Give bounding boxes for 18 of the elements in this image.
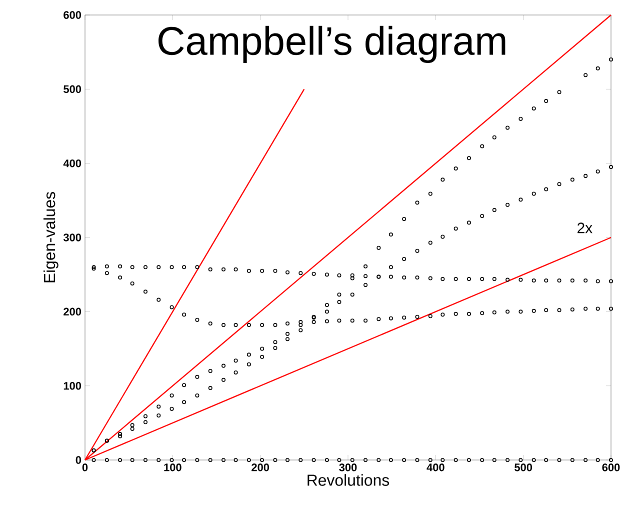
y-tick-label: 0 (76, 456, 82, 464)
chart-title: Campbell’s diagram (158, 26, 506, 64)
y-tick-label: 100 (64, 382, 82, 390)
x-tick-label: 300 (339, 464, 357, 472)
x-tick-label: 0 (82, 464, 88, 472)
y-tick-label: 600 (64, 11, 82, 19)
x-tick-label: 400 (426, 464, 444, 472)
x-tick-label: 100 (164, 464, 182, 472)
y-tick-label: 300 (63, 234, 82, 242)
x-tick-label: 500 (514, 464, 532, 472)
x-tick-label: 600 (602, 464, 620, 472)
y-axis-title: Eigen-values (44, 192, 58, 282)
annotation: 2x (578, 222, 592, 234)
x-tick-label: 200 (252, 464, 270, 472)
x-axis-title: Revolutions (308, 474, 390, 486)
y-tick-label: 200 (64, 308, 82, 316)
y-tick-label: 400 (63, 159, 82, 168)
y-tick-label: 500 (64, 85, 82, 94)
